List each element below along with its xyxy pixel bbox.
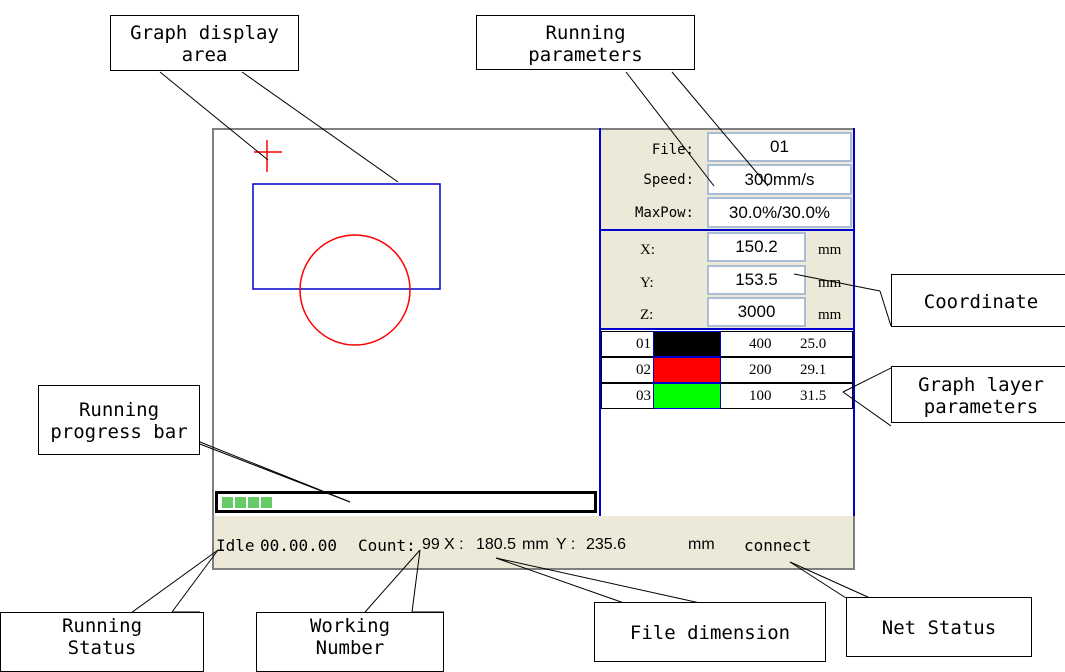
leader-line (495, 557, 625, 604)
y-value: 153.5 (707, 265, 806, 295)
progress-segment (261, 497, 272, 508)
leader-line (357, 549, 421, 621)
progress-segment (248, 497, 259, 508)
parameter-panel (599, 128, 855, 516)
graph-circle (299, 234, 411, 346)
callout-running-parameters: Running parameters (476, 15, 695, 70)
callout-file-dimension: File dimension (594, 602, 826, 662)
dimension-y-label: Y : (556, 536, 576, 553)
z-label: Z: (640, 307, 654, 323)
leader-line (171, 549, 219, 613)
leader-line (879, 290, 892, 327)
leader-line (495, 557, 701, 604)
leader-line (123, 549, 219, 619)
layer-row[interactable]: 03 100 31.5 (601, 383, 853, 409)
progress-bar-fill (222, 497, 272, 508)
layer-number: 01 (636, 336, 651, 352)
layer-color-swatch (653, 383, 721, 409)
maxpow-value: 30.0%/30.0% (707, 197, 852, 228)
layer-speed: 200 (749, 362, 772, 378)
dimension-y-value: 235.6 (586, 536, 627, 553)
layer-speed: 100 (749, 388, 772, 404)
progress-bar (215, 491, 597, 513)
maxpow-label: MaxPow: (634, 205, 694, 221)
y-label: Y: (640, 275, 654, 291)
callout-working-number: Working Number (256, 612, 444, 672)
graph-rectangle (252, 183, 441, 290)
leader-line (789, 561, 871, 599)
layer-color-swatch (653, 357, 721, 383)
progress-segment (222, 497, 233, 508)
net-status: connect (744, 536, 812, 555)
leader-line (842, 391, 892, 427)
x-value: 150.2 (707, 232, 806, 262)
z-value: 3000 (707, 297, 806, 327)
count-label: Count: (358, 536, 416, 555)
dimension-x-unit: mm (522, 536, 549, 553)
panel-divider (601, 328, 853, 330)
layer-power: 29.1 (800, 362, 827, 378)
dimension-x-value: 180.5 (476, 536, 517, 553)
file-value: 01 (707, 132, 852, 162)
layer-color-swatch (653, 331, 721, 357)
layer-speed: 400 (749, 336, 772, 352)
dimension-x-label: X : (444, 536, 464, 553)
running-time: 00.00.00 (260, 536, 338, 555)
leader-line (793, 273, 881, 292)
progress-segment (235, 497, 246, 508)
callout-running-progress-bar: Running progress bar (38, 385, 200, 455)
leader-line (241, 71, 399, 183)
leader-line (411, 549, 421, 613)
x-unit: mm (818, 242, 842, 258)
x-label: X: (640, 242, 655, 258)
leader-line (194, 439, 351, 503)
panel-divider (601, 229, 853, 231)
layer-power: 25.0 (800, 336, 827, 352)
layer-row[interactable]: 01 400 25.0 (601, 331, 853, 357)
layer-row[interactable]: 02 200 29.1 (601, 357, 853, 383)
leader-line (842, 367, 892, 393)
status-bar: Idle 00.00.00 Count: 99 X : 180.5 mm Y :… (212, 516, 855, 570)
leader-line (625, 71, 715, 187)
dimension-y-unit: mm (688, 536, 715, 553)
layer-power: 31.5 (800, 388, 827, 404)
callout-graph-display-area: Graph display area (110, 15, 299, 71)
speed-label: Speed: (643, 172, 694, 188)
leader-line (671, 71, 769, 187)
callout-net-status: Net Status (846, 597, 1032, 657)
callout-coordinate: Coordinate (891, 274, 1065, 327)
z-unit: mm (818, 307, 842, 323)
layer-number: 02 (636, 362, 651, 378)
layer-number: 03 (636, 388, 651, 404)
callout-running-status: Running Status (0, 612, 204, 672)
y-unit: mm (818, 275, 842, 291)
callout-graph-layer-parameters: Graph layer parameters (891, 366, 1065, 423)
leader-line (159, 71, 269, 161)
leader-line (789, 561, 847, 599)
running-status: Idle (216, 536, 255, 555)
speed-value: 300mm/s (707, 164, 852, 195)
working-number: 99 (422, 536, 440, 553)
